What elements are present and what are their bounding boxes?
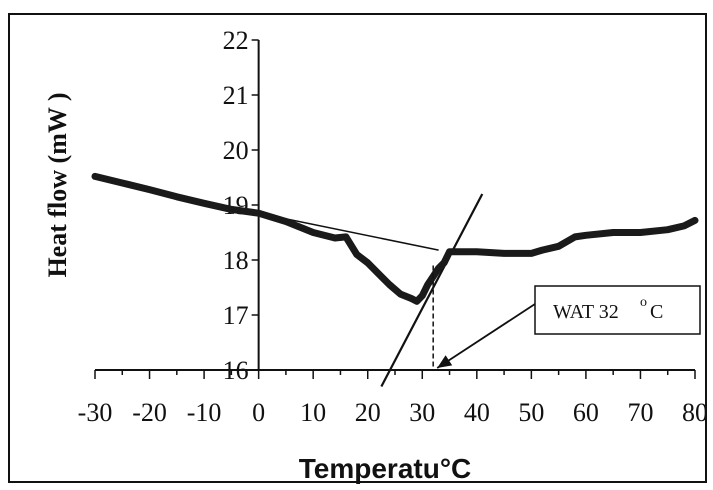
y-tick-label: 21 [223,81,249,110]
data-point [343,234,349,240]
data-point [376,271,382,277]
y-axis-title: Heat flow (mW ) [43,92,72,277]
data-point [539,247,545,253]
wat-arrow-line [436,303,536,369]
x-tick-label: 30 [409,398,435,427]
x-axis-title: Temperatu°C [299,453,471,484]
y-tick-label: 17 [223,301,249,330]
x-tick-label: 0 [252,398,265,427]
data-point [681,223,687,229]
x-tick-label: 40 [464,398,490,427]
data-point [501,250,507,256]
data-point [692,217,698,223]
data-point [228,206,234,212]
data-point [572,234,578,240]
data-point [414,298,420,304]
data-point [174,194,180,200]
data-point [528,250,534,256]
data-point [365,260,371,266]
x-tick-label: 10 [300,398,326,427]
data-point [119,180,125,186]
data-point [474,249,480,255]
data-point [610,230,616,235]
x-tick-label: 60 [573,398,599,427]
data-point [397,291,403,297]
data-point [256,210,262,216]
data-point [583,232,589,238]
data-point [310,230,316,235]
plot-area [91,172,699,305]
y-tick-label: 22 [223,26,249,55]
x-tick-label: -10 [187,398,222,427]
data-point [201,200,207,206]
data-point [354,252,360,257]
data-point [92,173,98,179]
x-tick-label: -20 [132,398,167,427]
wat-label-box [534,285,701,335]
wat-arrow-head [437,355,453,368]
data-point [665,227,671,233]
data-point [425,282,431,288]
data-point [556,243,562,249]
x-tick-label: 50 [518,398,544,427]
data-point [332,235,338,241]
annotation: WAT 32 o C [432,265,701,370]
chart-frame [8,13,707,483]
data-point [408,296,414,301]
heat-flow-series-line [91,172,699,305]
data-point [637,230,643,235]
x-tick-label: 80 [682,398,708,427]
y-tick-label: 20 [223,136,249,165]
x-tick-label: 70 [627,398,653,427]
y-tick-label: 16 [223,356,249,385]
data-point [387,282,393,288]
wat-label-degree: o [640,295,647,310]
data-point [419,293,425,299]
x-tick-label: 20 [355,398,381,427]
x-tick-label: -30 [78,398,113,427]
data-point [283,219,289,224]
y-tick-label: 18 [223,246,249,275]
data-point [441,260,447,266]
data-point [436,265,442,271]
data-point [147,187,153,193]
data-point [447,249,453,255]
onset-tangent-line [380,193,484,388]
wat-label-unit: C [650,301,663,323]
wat-label-text: WAT 32 [553,301,619,323]
